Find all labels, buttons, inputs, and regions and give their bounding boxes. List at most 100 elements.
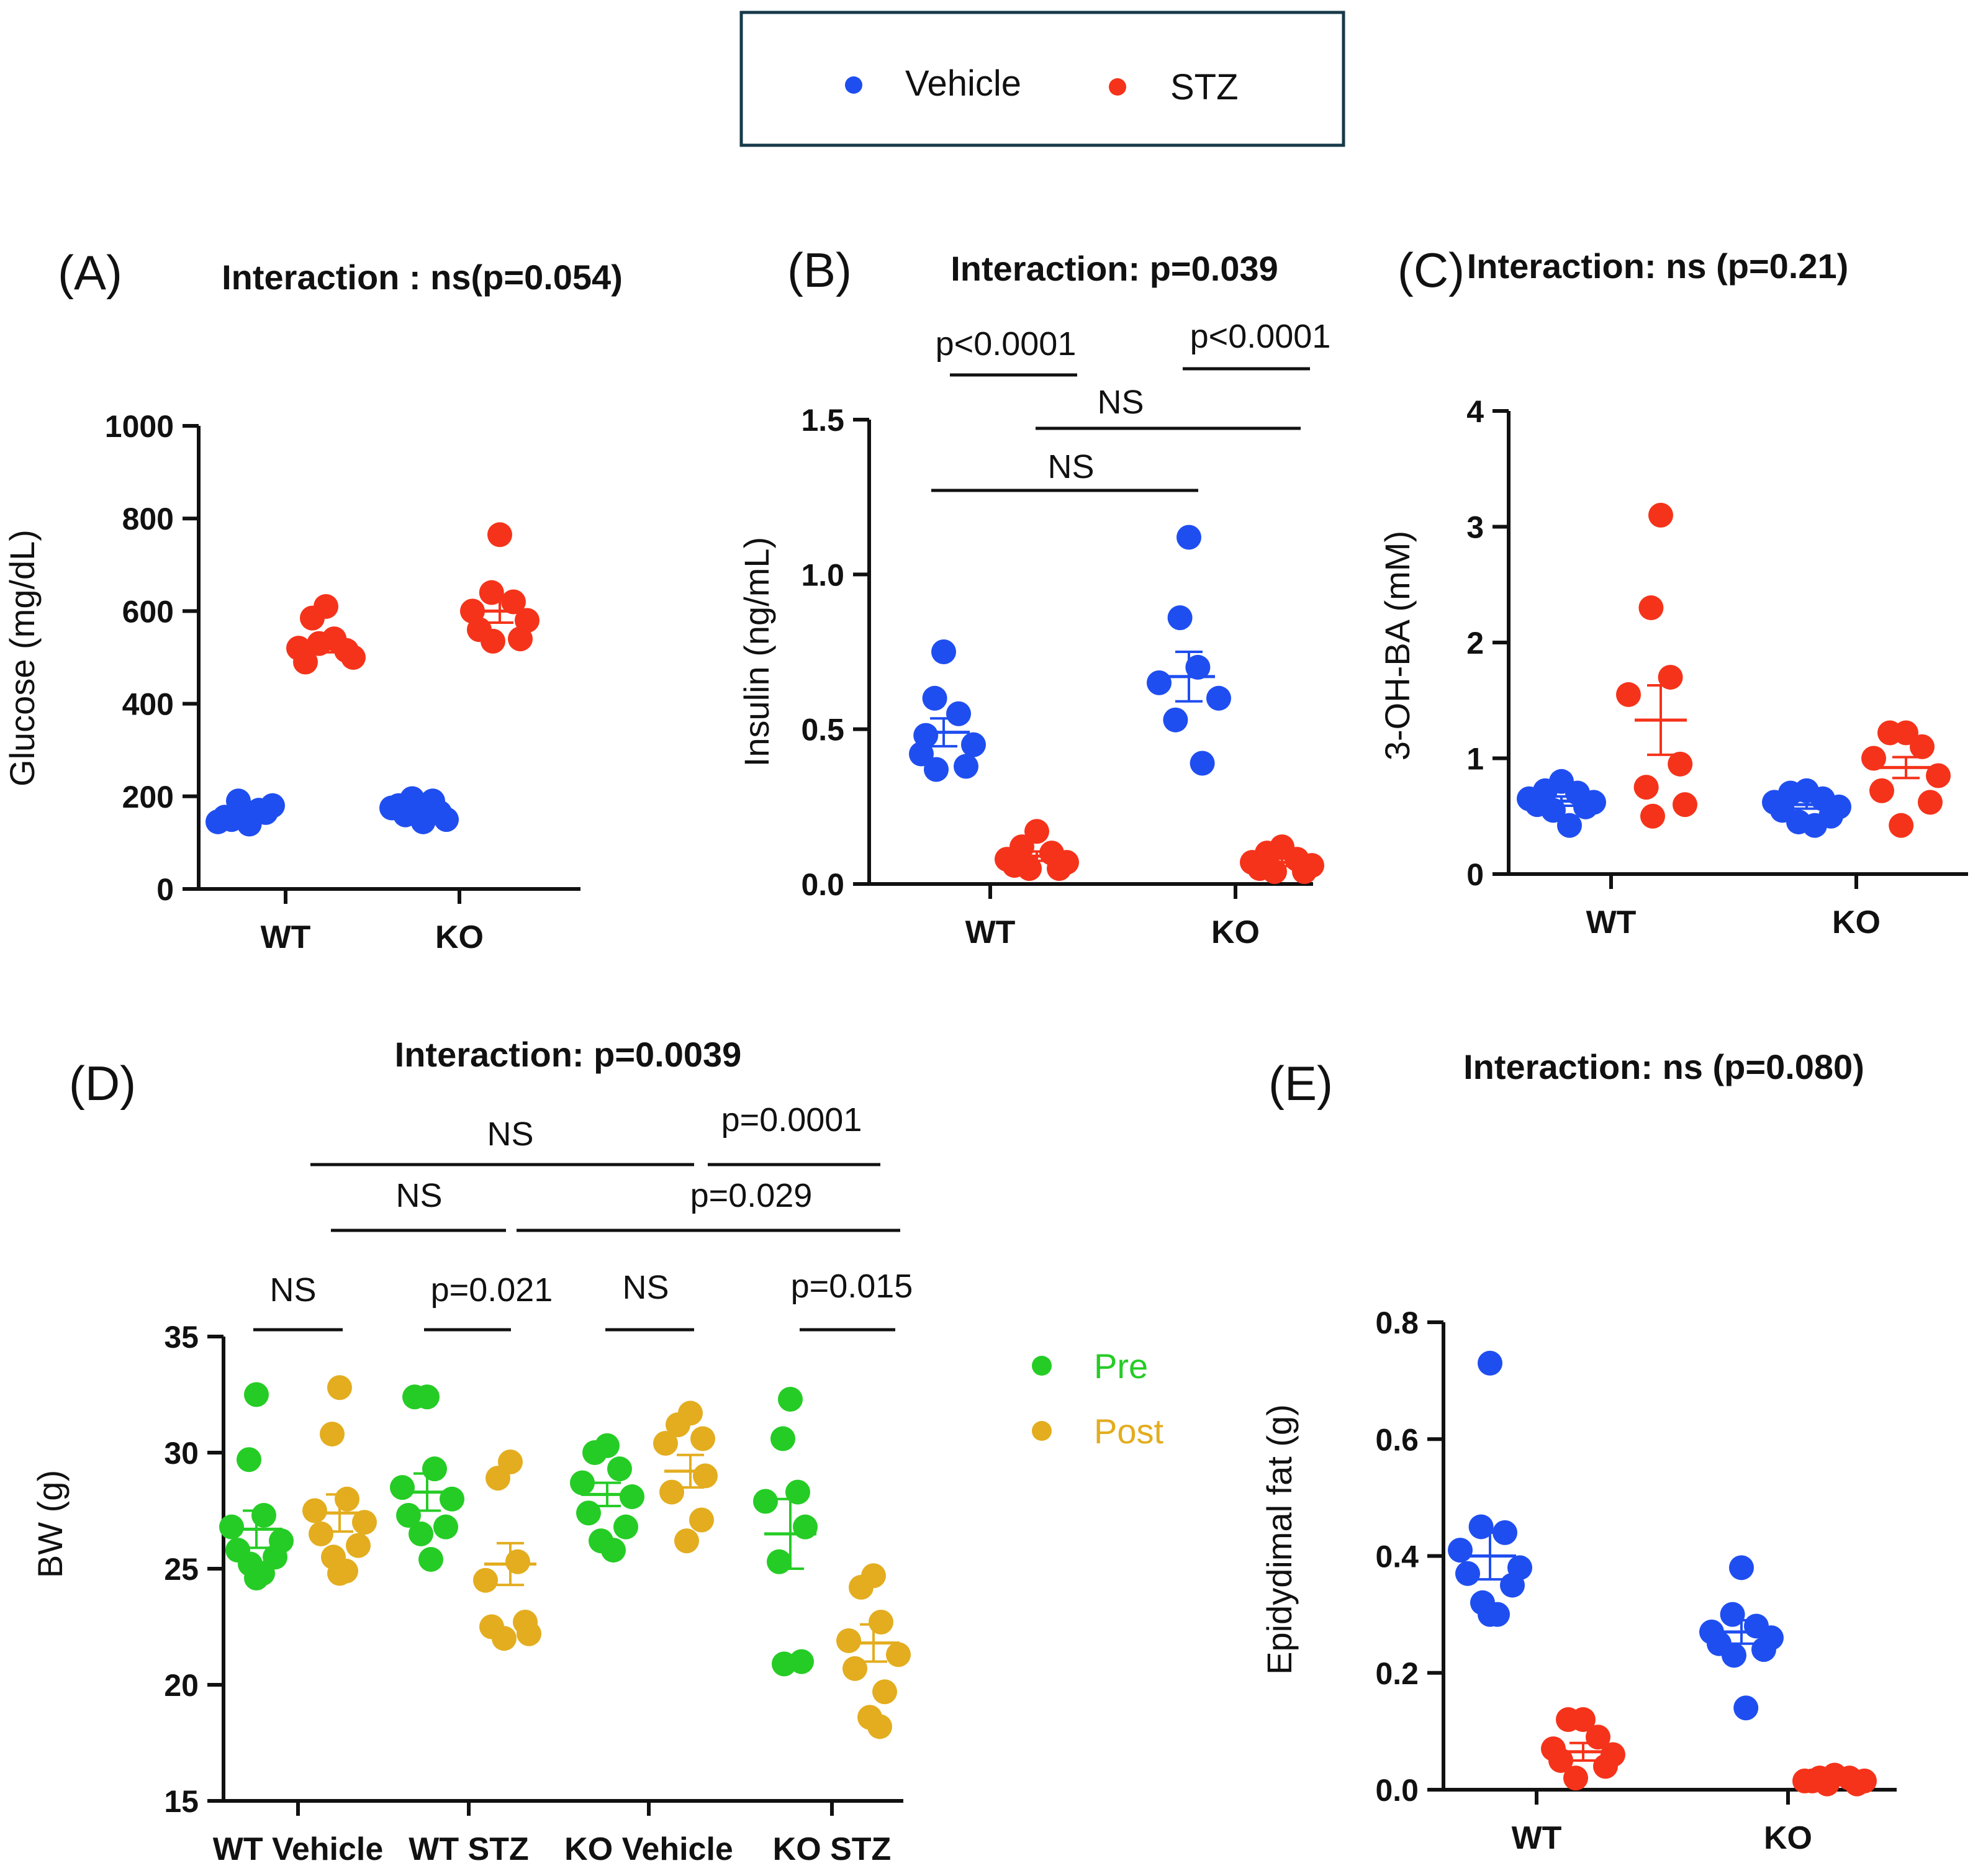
dot-D-post-0-5	[309, 1521, 333, 1546]
panel-title-C: Interaction: ns (p=0.21)	[1467, 246, 1849, 286]
sig-d-wt-label: NS	[395, 1177, 442, 1214]
panel-label-E: (E)	[1268, 1056, 1333, 1111]
dot-E-vehicle-0-6	[1500, 1572, 1525, 1598]
dot-C-stz-1-6	[1918, 790, 1943, 815]
dot-D-pre-0-1	[237, 1447, 261, 1472]
dot-D-pre-3-5	[767, 1549, 792, 1574]
panel-title-E: Interaction: ns (p=0.080)	[1463, 1047, 1864, 1086]
y-tick-label-D-1: 20	[164, 1668, 199, 1703]
y-tick-label-E-2: 0.4	[1375, 1540, 1419, 1574]
dot-E-vehicle-0-5	[1455, 1561, 1480, 1586]
dot-A-stz-1-7	[481, 628, 505, 654]
dot-B-vehicle-1-3	[1147, 670, 1172, 695]
dot-E-stz-0-6	[1593, 1754, 1618, 1779]
dot-D-pre-1-5	[396, 1502, 421, 1528]
y-tick-label-E-1: 0.2	[1375, 1656, 1419, 1691]
y-tick-label-E-3: 0.6	[1375, 1422, 1419, 1457]
x-tick-label-C-0: WT	[1586, 904, 1637, 940]
legend-label-stz: STZ	[1170, 67, 1239, 107]
x-tick-label-B-1: KO	[1211, 914, 1260, 950]
dot-D-pre-2-5	[576, 1500, 601, 1526]
dot-E-vehicle-0-9	[1478, 1602, 1502, 1627]
sig-b-wt-label: p<0.0001	[936, 325, 1077, 363]
dot-C-vehicle-0-8	[1557, 813, 1582, 838]
sig-b-ko-label: p<0.0001	[1190, 318, 1331, 355]
dot-D-post-1-1	[485, 1466, 510, 1491]
dot-A-stz-0-6	[334, 638, 359, 663]
y-tick-label-D-2: 25	[164, 1552, 199, 1587]
dot-B-vehicle-1-2	[1185, 654, 1211, 680]
dot-D-pre-2-4	[620, 1484, 644, 1510]
dot-E-vehicle-0-0	[1478, 1350, 1502, 1376]
dot-D-post-0-3	[302, 1498, 327, 1523]
dot-C-stz-1-7	[1889, 813, 1914, 838]
dot-D-post-0-9	[327, 1561, 352, 1586]
legend-marker-vehicle	[845, 76, 862, 94]
dot-D-post-2-6	[689, 1507, 714, 1533]
x-tick-label-E-1: KO	[1764, 1820, 1812, 1856]
dot-D-pre-1-7	[409, 1521, 433, 1546]
dot-C-stz-0-4	[1668, 751, 1693, 777]
dot-E-stz-1-6	[1845, 1771, 1869, 1797]
y-tick-label-C-2: 2	[1466, 626, 1484, 661]
dot-C-stz-0-3	[1616, 682, 1641, 707]
panel-label-C: (C)	[1398, 243, 1465, 297]
legend-frame	[739, 11, 1345, 147]
dot-B-vehicle-0-2	[946, 701, 971, 726]
charts-container: (A) Interaction : ns(p=0.054) Glucose (mg/…	[2, 243, 1968, 1867]
dot-E-vehicle-1-0	[1729, 1555, 1754, 1581]
dot-A-stz-1-6	[508, 626, 533, 652]
dot-D-pre-2-8	[601, 1538, 626, 1563]
dot-A-stz-0-5	[293, 649, 318, 675]
dot-A-vehicle-0-7	[226, 788, 251, 814]
dot-D-post-3-1	[849, 1574, 874, 1600]
legend-label-vehicle: Vehicle	[905, 63, 1021, 104]
y-tick-label-D-4: 35	[164, 1320, 199, 1355]
sig-d-kostz-label: p=0.015	[791, 1268, 913, 1305]
x-tick-label-B-0: WT	[965, 914, 1016, 950]
x-tick-label-D-3: KO STZ	[773, 1831, 892, 1867]
x-tick-label-D-2: KO Vehicle	[564, 1831, 733, 1867]
dot-C-stz-0-6	[1673, 792, 1697, 818]
sig-d-wtveh-label: NS	[269, 1271, 316, 1309]
x-tick-label-E-0: WT	[1512, 1820, 1562, 1856]
y-axis-label-C: 3-OH-BA (mM)	[1378, 531, 1417, 760]
dot-C-stz-0-5	[1633, 775, 1659, 800]
panel-label-D: (D)	[69, 1056, 136, 1111]
panel-label-A: (A)	[58, 245, 122, 300]
dot-D-pre-1-3	[390, 1475, 415, 1500]
dot-B-stz-0-0	[1024, 819, 1049, 844]
dot-D-pre-3-0	[778, 1386, 803, 1412]
y-tick-label-A-2: 400	[122, 687, 174, 722]
dot-D-pre-3-1	[770, 1426, 795, 1451]
y-tick-label-B-1: 0.5	[801, 713, 844, 747]
panel-title-A: Interaction : ns(p=0.054)	[222, 258, 623, 297]
legend-marker-stz	[1109, 78, 1126, 96]
dot-D-pre-2-2	[607, 1456, 632, 1482]
dot-D-pre-2-3	[570, 1470, 595, 1495]
dot-B-stz-0-7	[1017, 856, 1042, 882]
dot-E-vehicle-1-7	[1722, 1643, 1746, 1668]
dot-D-post-3-5	[842, 1656, 867, 1681]
dot-A-vehicle-1-7	[400, 786, 425, 811]
dot-C-stz-0-0	[1648, 502, 1673, 528]
dot-D-pre-0-9	[244, 1565, 269, 1590]
dot-D-post-2-7	[674, 1528, 699, 1554]
dot-C-stz-1-1	[1877, 720, 1902, 746]
y-tick-label-A-0: 0	[156, 872, 174, 907]
dot-B-vehicle-1-4	[1206, 685, 1231, 711]
sig-d-koveh-label: NS	[622, 1269, 669, 1306]
dot-E-vehicle-1-6	[1751, 1637, 1776, 1662]
dot-E-vehicle-0-2	[1493, 1520, 1517, 1545]
dot-D-post-3-4	[886, 1642, 911, 1667]
panel-title-B: Interaction: p=0.039	[951, 249, 1278, 288]
dot-D-post-1-3	[473, 1567, 498, 1593]
panel-B: (B) Interaction: p=0.039 Insulin (ng/mL) 0.…	[737, 243, 1330, 950]
x-tick-label-C-1: KO	[1832, 904, 1881, 940]
dot-D-pre-0-0	[244, 1382, 269, 1407]
y-axis-label-A: Glucose (mg/dL)	[2, 530, 42, 787]
y-tick-label-A-1: 200	[122, 780, 174, 814]
dot-D-post-1-6	[517, 1621, 541, 1646]
y-tick-label-B-3: 1.5	[801, 403, 844, 438]
y-tick-label-C-4: 4	[1466, 394, 1484, 429]
